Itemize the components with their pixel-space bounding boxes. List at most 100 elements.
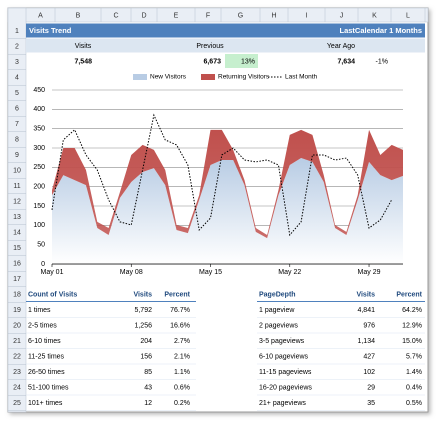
table-cell: 2.1%: [174, 353, 190, 360]
table-cell: 1,134: [357, 338, 375, 345]
column-letter: E: [174, 12, 179, 19]
table-cell: 976: [363, 322, 375, 329]
chart: 0 50 100 150 200 250 300 350 400 450 May 01 May 08 M…: [33, 74, 403, 276]
x-tick-label: May 01: [41, 269, 64, 276]
y-tick-label: 450: [33, 87, 45, 94]
summary-change: 13%: [241, 58, 255, 65]
legend-label: Last Month: [285, 74, 318, 81]
table-cell: 427: [363, 353, 375, 360]
table-cell: 11-25 times: [28, 353, 65, 360]
table-cell: 51-100 times: [28, 384, 69, 391]
y-tick-label: 50: [37, 242, 45, 249]
table-cell: 21+ pageviews: [259, 400, 306, 407]
y-tick-label: 400: [33, 106, 45, 113]
column-letter: H: [271, 12, 276, 19]
column-letter: A: [38, 12, 43, 19]
row-number: 8: [15, 136, 19, 143]
y-tick-label: 150: [33, 203, 45, 210]
title-band: [26, 23, 425, 38]
table-cell: 15.0%: [402, 338, 422, 345]
table-cell: 101+ times: [28, 400, 63, 407]
table-cell: 0.6%: [174, 384, 190, 391]
table-cell: 0.2%: [174, 400, 190, 407]
row-number: 10: [13, 167, 21, 174]
row-number: 11: [13, 183, 20, 190]
tables: Count of Visits Visits Percent 1 times 5,792…: [26, 291, 425, 411]
summary-label: Year Ago: [327, 43, 355, 50]
table-cell: 35: [367, 400, 375, 407]
column-letter: D: [141, 12, 146, 19]
table-cell: 85: [144, 369, 152, 376]
table-cell: 1.4%: [406, 369, 422, 376]
summary-change: -1%: [376, 58, 388, 65]
column-header-strip: [7, 7, 429, 23]
x-tick-label: May 29: [358, 269, 381, 276]
summary-value: 6,673: [203, 58, 221, 65]
row-number: 22: [13, 353, 21, 360]
row-number: 5: [15, 90, 19, 97]
table-header: Visits: [356, 291, 375, 298]
row-number: 14: [13, 229, 21, 236]
column-letter: G: [238, 12, 243, 19]
table-cell: 29: [367, 384, 375, 391]
table-header: Percent: [164, 291, 190, 298]
legend-swatch: [201, 74, 215, 80]
row-number: 12: [13, 198, 21, 205]
table-cell: 1 times: [28, 307, 51, 314]
table-cell: 156: [140, 353, 152, 360]
table-cell: 2.7%: [174, 338, 190, 345]
row-number: 18: [13, 291, 21, 298]
table-header: Percent: [396, 291, 422, 298]
y-tick-label: 300: [33, 145, 45, 152]
table-cell: 64.2%: [402, 307, 422, 314]
table-header: Count of Visits: [28, 291, 77, 298]
y-tick-label: 200: [33, 184, 45, 191]
table-cell: 204: [140, 338, 152, 345]
column-letter: F: [206, 12, 210, 19]
row-number: 23: [13, 369, 21, 376]
table-cell: 16-20 pageviews: [259, 384, 312, 391]
change-highlight: [225, 54, 258, 68]
column-letter: I: [306, 12, 308, 19]
summary-label: Visits: [75, 43, 92, 50]
table-cell: 16.6%: [170, 322, 190, 329]
row-number: 15: [13, 245, 21, 252]
table-cell: 4,841: [357, 307, 375, 314]
row-number: 9: [15, 152, 19, 159]
table-cell: 6-10 times: [28, 338, 61, 345]
legend-label: New Visitors: [150, 74, 187, 81]
y-tick-label: 100: [33, 222, 45, 229]
x-tick-label: May 15: [199, 269, 222, 276]
table-cell: 5.7%: [406, 353, 422, 360]
table-cell: 3-5 pageviews: [259, 338, 305, 345]
column-letter: K: [372, 12, 377, 19]
table-cell: 2 pageviews: [259, 322, 298, 329]
table-cell: 2-5 times: [28, 322, 57, 329]
column-letter: B: [76, 12, 81, 19]
column-letter: J: [340, 12, 344, 19]
area: [52, 158, 403, 264]
table-cell: 102: [363, 369, 375, 376]
table-cell: 11-15 pageviews: [259, 369, 312, 376]
y-tick-label: 250: [33, 164, 45, 171]
row-header-strip: [7, 7, 27, 413]
row-number: 16: [13, 260, 21, 267]
sheet-title: Visits Trend: [29, 26, 72, 35]
summary-value: 7,634: [337, 58, 355, 65]
row-number: 1: [15, 28, 19, 35]
line: [51, 113, 393, 237]
column-letter: L: [406, 12, 410, 19]
x-tick-label: May 22: [278, 269, 301, 276]
table-cell: 12.9%: [402, 322, 422, 329]
summary-value: 7,548: [74, 58, 92, 65]
table-cell: 0.5%: [406, 400, 422, 407]
table-cell: 5,792: [134, 307, 152, 314]
row-number: 19: [13, 307, 21, 314]
legend-swatch: [133, 74, 147, 80]
row-number: 6: [15, 105, 19, 112]
period: LastCalendar 1 Months: [339, 26, 422, 35]
legend-label: Returning Visitors: [218, 74, 270, 81]
row-number: 13: [13, 214, 21, 221]
